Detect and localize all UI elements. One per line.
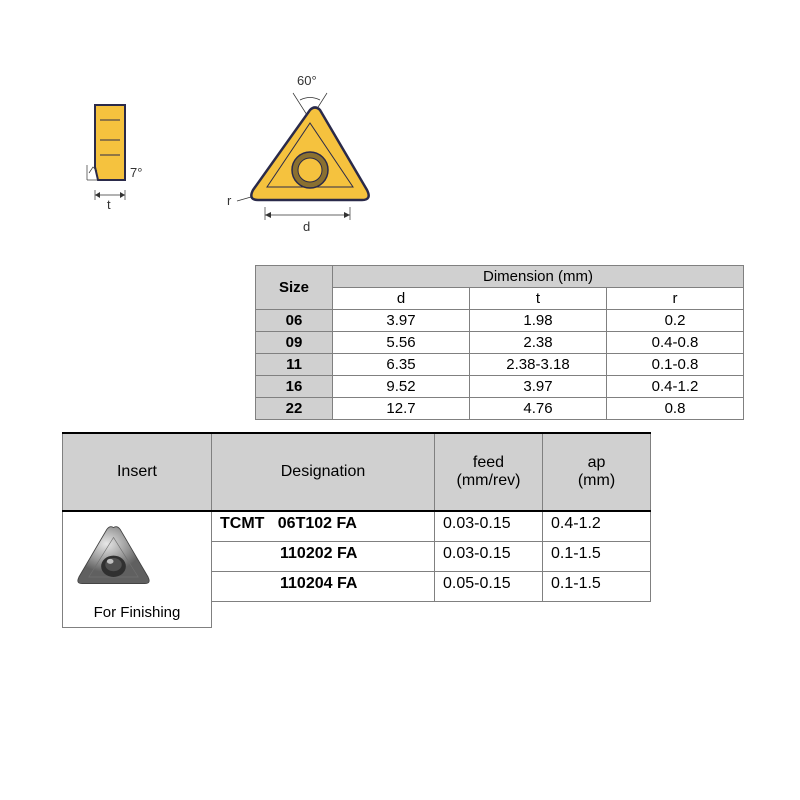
designation-cell: TCMT 06T102 FA (212, 511, 435, 541)
angle-7-label: 7° (130, 165, 142, 180)
caption-row: For Finishing (63, 601, 651, 628)
insert-header: Insert (63, 433, 212, 511)
insert-caption: For Finishing (63, 601, 212, 628)
table-row: 06 3.97 1.98 0.2 (256, 310, 744, 332)
d-label: d (303, 219, 310, 234)
t-label: t (107, 197, 111, 212)
dimension-header: Dimension (mm) (333, 266, 744, 288)
table-row: TCMT 06T102 FA 0.03-0.15 0.4-1.2 (63, 511, 651, 541)
insert-spec-table: Insert Designation feed (mm/rev) ap (mm) (62, 432, 651, 628)
feed-header: feed (mm/rev) (435, 433, 543, 511)
table-row: 22 12.7 4.76 0.8 (256, 398, 744, 420)
ap-header: ap (mm) (543, 433, 651, 511)
col-r: r (607, 288, 744, 310)
table-row: 16 9.52 3.97 0.4-1.2 (256, 376, 744, 398)
col-d: d (333, 288, 470, 310)
dimension-table: Size Dimension (mm) d t r 06 3.97 1.98 0… (255, 265, 744, 420)
angle-60-label: 60° (297, 73, 317, 88)
insert-image-cell (63, 511, 212, 601)
technical-diagram: 7° t 60° r d (85, 65, 425, 245)
r-label: r (227, 193, 232, 208)
designation-header: Designation (212, 433, 435, 511)
table-row: 09 5.56 2.38 0.4-0.8 (256, 332, 744, 354)
table-row: 11 6.35 2.38-3.18 0.1-0.8 (256, 354, 744, 376)
insert-photo-icon (71, 521, 156, 591)
col-t: t (470, 288, 607, 310)
size-header: Size (256, 266, 333, 310)
